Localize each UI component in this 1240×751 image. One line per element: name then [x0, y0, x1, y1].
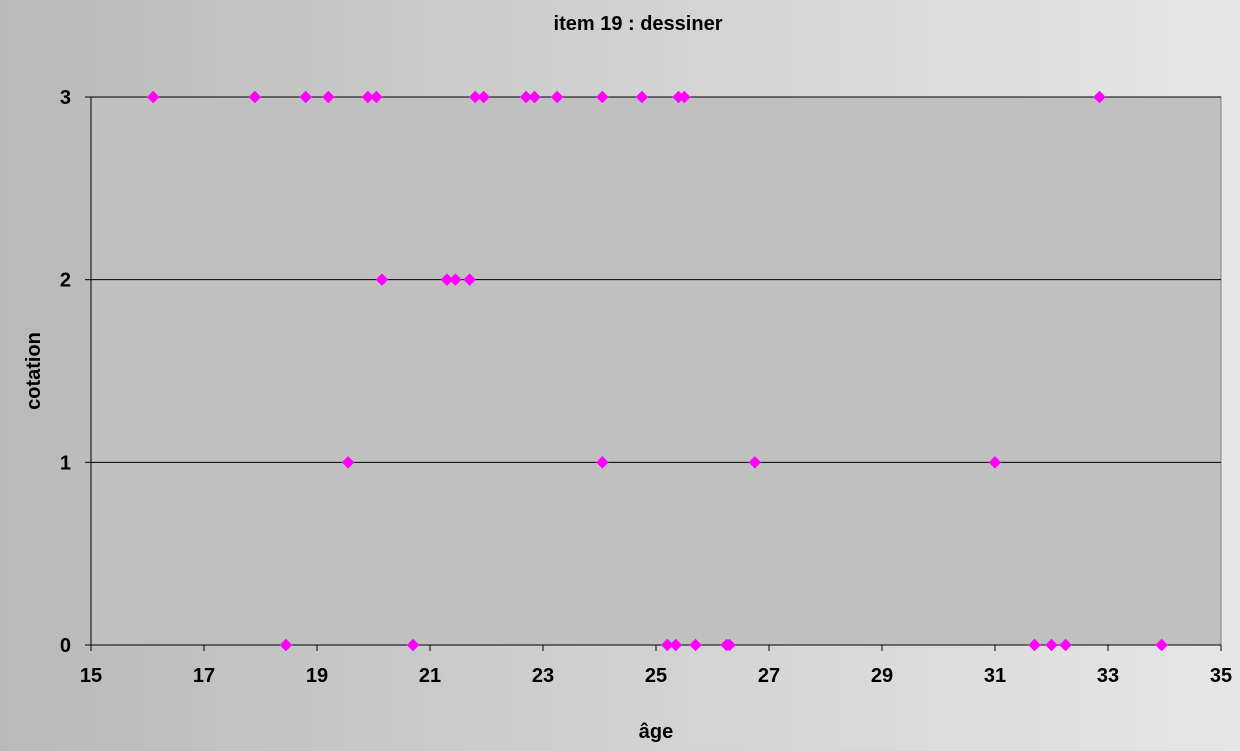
x-tick-label: 33: [1097, 665, 1119, 687]
data-point: [369, 90, 383, 104]
x-axis: 15 17 19 21 23 25 27 29 31 33 35: [80, 644, 1232, 687]
x-tick-label: 19: [306, 665, 328, 687]
data-point: [299, 90, 313, 104]
data-point: [689, 638, 702, 652]
x-tick-label: 27: [758, 665, 780, 687]
data-point: [748, 455, 762, 469]
data-point: [519, 90, 533, 104]
chart-title: item 19 : dessiner: [554, 13, 723, 35]
data-point: [375, 273, 389, 287]
data-point: [1059, 638, 1072, 652]
data-point: [723, 638, 736, 652]
x-tick-label: 31: [984, 665, 1006, 687]
data-points: [146, 90, 1169, 652]
data-point: [1093, 90, 1106, 104]
data-point: [669, 638, 683, 652]
data-point: [528, 90, 541, 104]
data-point: [677, 90, 691, 104]
data-point: [595, 90, 609, 104]
x-tick-label: 23: [532, 665, 554, 687]
data-point: [341, 455, 355, 469]
x-tick-label: 29: [871, 665, 893, 687]
y-axis: 0 1 2 3: [60, 87, 92, 657]
y-tick-label: 3: [60, 87, 71, 109]
data-point: [1028, 638, 1041, 652]
data-point: [321, 90, 335, 104]
data-point: [550, 90, 564, 104]
x-axis-label: âge: [639, 721, 673, 743]
data-point: [361, 90, 375, 104]
data-point: [406, 638, 420, 652]
y-tick-label: 2: [60, 270, 71, 292]
data-point: [468, 90, 482, 104]
plot-area: [90, 96, 1222, 646]
data-point: [1045, 638, 1058, 652]
x-tick-label: 15: [80, 665, 102, 687]
y-tick-label: 0: [60, 635, 71, 657]
data-point: [477, 90, 491, 104]
grid-lines: [91, 96, 1221, 463]
data-point: [635, 90, 649, 104]
y-axis-label: cotation: [23, 332, 45, 410]
data-point: [449, 273, 462, 287]
x-tick-label: 17: [193, 665, 215, 687]
data-point: [660, 638, 674, 652]
x-tick-label: 25: [645, 665, 667, 687]
data-point: [440, 273, 454, 287]
data-point: [279, 638, 293, 652]
data-point: [248, 90, 262, 104]
data-point: [988, 455, 1002, 469]
x-tick-label: 21: [419, 665, 441, 687]
data-point: [1155, 638, 1169, 652]
y-tick-label: 1: [60, 452, 71, 474]
data-point: [595, 455, 609, 469]
x-tick-label: 35: [1210, 665, 1232, 687]
data-point: [146, 90, 160, 104]
data-point: [463, 273, 476, 287]
